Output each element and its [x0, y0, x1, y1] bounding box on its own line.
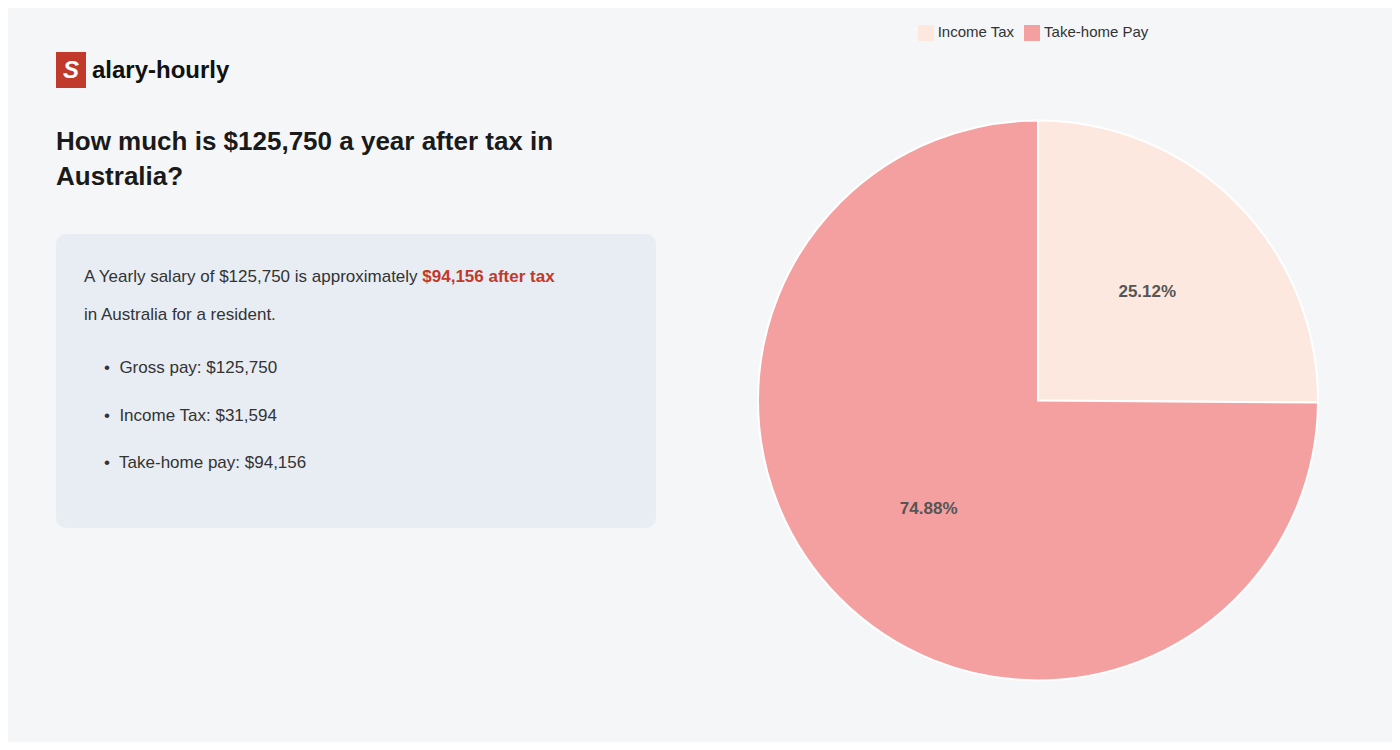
- html-text:• Gross pay: $125,750: • Gross pay: $125,750: [104, 358, 278, 378]
- html-text:A Yearly salary of $125,750 is: A Yearly salary of $125,750 is approxima…: [84, 267, 555, 287]
- html-text:S: S: [63, 56, 79, 83]
- html-text:How much is $125,750 a year af: How much is $125,750 a year after tax in…: [56, 126, 554, 192]
- html-text:alary-hourly: alary-hourly: [92, 56, 230, 83]
- svg-text:25.12%: 25.12%: [1118, 282, 1176, 301]
- html-text:Take-home Pay: Take-home Pay: [1044, 23, 1149, 40]
- html-text:in Australia for a resident.: in Australia for a resident.: [84, 304, 276, 324]
- html-text:• Income Tax: $31,594: • Income Tax: $31,594: [104, 405, 277, 425]
- html-text:Income Tax: Income Tax: [937, 23, 1015, 40]
- svg-text:74.88%: 74.88%: [900, 499, 958, 518]
- html-text:• Take-home pay: $94,156: • Take-home pay: $94,156: [104, 453, 307, 473]
